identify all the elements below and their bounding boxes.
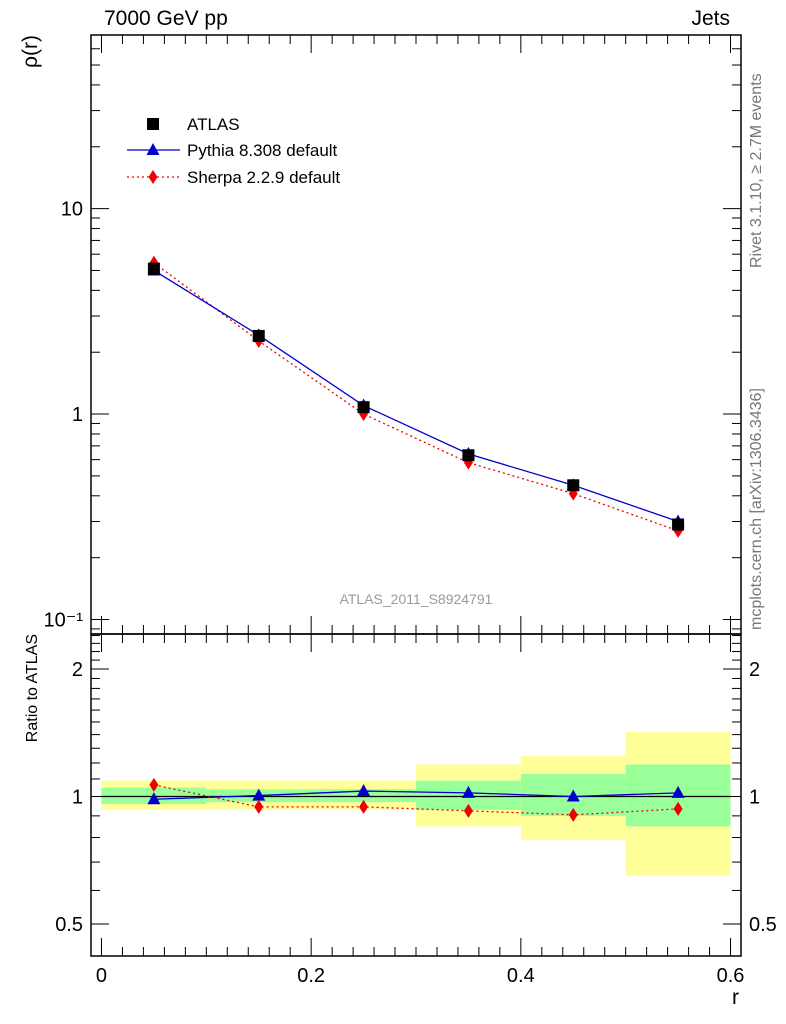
main-y-tick-label: 10⁻¹ — [44, 609, 84, 631]
data-point-triangle — [566, 789, 580, 802]
data-point-triangle — [252, 788, 266, 801]
data-point-square — [357, 401, 370, 414]
series-line-diamond — [153, 262, 679, 532]
legend-label: Pythia 8.308 default — [187, 141, 338, 160]
ratio-y-tick-label-left: 0.5 — [55, 914, 83, 936]
data-point-diamond — [254, 799, 264, 814]
x-tick-label: 0 — [96, 965, 107, 987]
main-y-tick-label: 1 — [72, 404, 83, 426]
main-y-axis-title: ρ(r) — [19, 35, 42, 68]
data-point-square — [147, 118, 159, 130]
ratio-y-tick-label-right: 0.5 — [749, 914, 777, 936]
ratio-y-tick-label-right: 1 — [749, 786, 760, 808]
data-point-triangle — [147, 792, 161, 805]
ratio-y-tick-label-left: 2 — [72, 659, 83, 681]
data-point-square — [147, 262, 160, 275]
data-point-diamond — [359, 799, 369, 814]
header-process-label: Jets — [691, 7, 730, 30]
header-collision-label: 7000 GeV pp — [104, 7, 228, 30]
data-point-square — [567, 479, 580, 492]
data-point-diamond — [148, 170, 158, 184]
series-line-triangle — [153, 269, 679, 523]
ratio-y-tick-label-left: 1 — [72, 786, 83, 808]
data-point-square — [252, 329, 265, 342]
data-point-diamond — [149, 777, 159, 792]
x-tick-label: 0.4 — [507, 965, 535, 987]
series-line-triangle — [153, 790, 679, 800]
x-tick-label: 0.6 — [717, 965, 745, 987]
ratio-uncertainty-bands — [101, 732, 731, 876]
data-point-square — [672, 518, 685, 531]
chart-axes — [90, 34, 742, 957]
analysis-watermark: ATLAS_2011_S8924791 — [340, 591, 493, 607]
ratio-y-axis-title: Ratio to ATLAS — [24, 634, 41, 742]
legend-label: ATLAS — [187, 115, 240, 134]
data-point-square — [462, 449, 475, 462]
series-lines — [153, 262, 679, 816]
chart-text: 10 1 10⁻¹ 2 2 1 1 0.5 0.5 0 0.2 0.4 0.6 ρ(r) Ratio to … — [19, 35, 777, 1009]
legend-label: Sherpa 2.2.9 default — [187, 168, 340, 187]
data-point-diamond — [673, 801, 683, 816]
x-tick-label: 0.2 — [297, 965, 325, 987]
data-point-diamond — [568, 807, 578, 822]
data-point-triangle — [357, 784, 371, 797]
data-point-diamond — [463, 803, 473, 818]
data-point-triangle — [671, 785, 685, 798]
data-point-triangle — [146, 143, 160, 155]
series-markers — [147, 255, 685, 822]
data-point-triangle — [461, 785, 475, 798]
x-axis-title: r — [732, 986, 739, 1009]
ratio-y-tick-label-right: 2 — [749, 659, 760, 681]
main-y-tick-label: 10 — [61, 199, 83, 221]
